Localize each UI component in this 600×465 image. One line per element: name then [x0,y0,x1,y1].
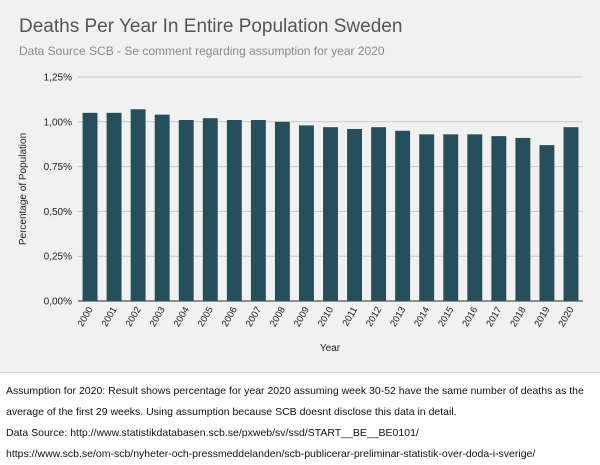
bar-2010 [323,127,338,302]
bar-chart: 0,00%0,25%0,50%0,75%1,00%1,25%2000 2001 20… [18,73,583,354]
x-tick-label: 2001 [100,305,120,329]
bar-2001 [106,112,122,301]
bar-2008 [274,121,290,301]
y-tick-label: 0,00% [44,297,72,308]
assumption-note-line-1: Assumption for 2020: Result shows percen… [6,385,584,397]
bar-2011 [347,128,363,301]
bar-2013 [395,130,411,301]
x-tick-label: 2004 [172,305,192,329]
notes: Assumption for 2020: Result shows percen… [6,381,596,465]
x-tick-label: 2016 [460,305,480,329]
x-tick-label: 2010 [316,305,336,329]
x-tick-label: 2019 [532,305,552,329]
bar-2017 [491,136,507,301]
x-tick-label: 2012 [364,305,384,329]
y-axis-label: Percentage of Population [18,133,29,245]
bar-2014 [419,134,435,301]
bar-2016 [467,134,483,301]
bars [82,109,579,302]
y-tick-label: 0,50% [44,207,72,218]
x-tick-label: 2008 [268,305,288,329]
y-tick-label: 0,75% [44,162,72,173]
bar-2007 [250,120,266,302]
bar-2005 [202,118,218,301]
x-tick-label: 2005 [196,305,216,329]
chart-panel: Deaths Per Year In Entire Population Swe… [0,0,600,373]
chart-title: Deaths Per Year In Entire Population Swe… [19,16,403,37]
x-tick-label: 2020 [556,305,576,329]
bar-2020 [563,127,579,302]
bar-2018 [515,137,531,301]
bar-2002 [130,109,146,301]
x-tick-label: 2018 [508,305,528,329]
x-tick-label: 2009 [292,305,312,329]
x-tick-label: 2002 [124,305,144,329]
x-tick-label: 2017 [484,305,504,329]
bar-2009 [298,125,314,301]
bar-2012 [371,127,387,302]
x-tick-label: 2000 [76,305,96,329]
chart-subtitle: Data Source SCB - Se comment regarding a… [19,44,385,58]
bar-2003 [154,114,170,302]
x-tick-label: 2015 [436,305,456,329]
x-tick-label: 2003 [148,305,168,329]
y-tick-label: 0,25% [44,252,72,263]
bar-2015 [443,134,459,301]
x-tick-label: 2007 [244,305,264,329]
x-tick-label: 2011 [340,305,360,328]
bar-2019 [539,145,555,301]
data-source-link[interactable]: Data Source: http://www.statistikdatabas… [6,427,419,439]
bar-2000 [82,112,98,301]
scb-news-link[interactable]: https://www.scb.se/om-scb/nyheter-och-pr… [6,448,536,460]
y-tick-label: 1,25% [44,73,72,84]
bar-2004 [178,120,194,302]
x-tick-label: 2013 [388,305,408,329]
x-tick-label: 2014 [412,305,432,329]
x-axis-label: Year [320,343,341,354]
y-tick-label: 1,00% [44,117,72,128]
bar-2006 [226,120,242,302]
assumption-note-line-2: average of the first 29 weeks. Using ass… [6,406,457,418]
x-tick-label: 2006 [220,305,240,329]
